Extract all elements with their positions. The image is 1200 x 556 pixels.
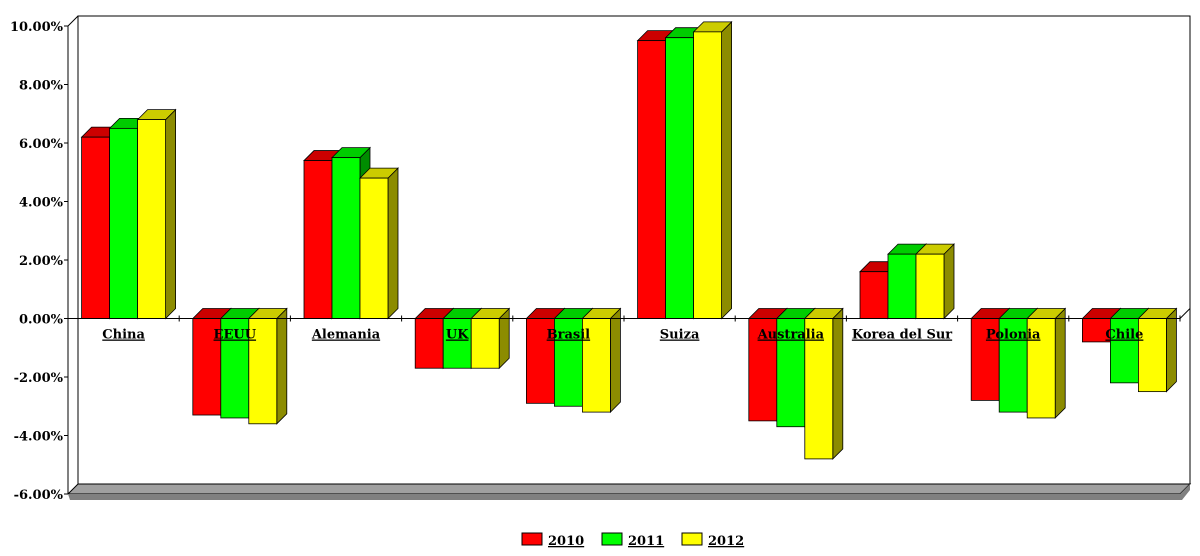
y-tick-label: 0.00% bbox=[19, 313, 64, 328]
plot-floor-shadow bbox=[68, 484, 1190, 500]
bar-uk-2012 bbox=[470, 307, 511, 370]
legend-swatch bbox=[521, 532, 543, 546]
bar-eeuu-2012 bbox=[247, 307, 288, 425]
bar-suiza-2012 bbox=[692, 20, 733, 320]
legend-item-2012[interactable]: 2012 bbox=[681, 532, 744, 549]
y-axis-depth-line bbox=[67, 15, 79, 27]
bar-alemania-2012 bbox=[359, 167, 399, 320]
y-tick-label: -4.00% bbox=[14, 430, 64, 445]
y-tick-label: 6.00% bbox=[19, 137, 64, 152]
y-tick-label: -6.00% bbox=[14, 488, 64, 503]
x-category-label[interactable]: Australia bbox=[757, 328, 825, 343]
plot-background bbox=[66, 15, 1192, 500]
legend-item-2011[interactable]: 2011 bbox=[601, 532, 664, 549]
y-tick-label: 4.00% bbox=[19, 196, 64, 211]
plot-floor bbox=[66, 483, 1192, 495]
x-category-label[interactable]: Brasil bbox=[547, 328, 591, 343]
x-category-label[interactable]: Korea del Sur bbox=[852, 328, 952, 343]
legend-item-2010[interactable]: 2010 bbox=[521, 532, 584, 549]
x-category-label[interactable]: Suiza bbox=[660, 328, 700, 343]
bars-group bbox=[80, 20, 1178, 460]
x-category-label[interactable]: Chile bbox=[1105, 328, 1143, 343]
legend-label[interactable]: 2012 bbox=[708, 534, 744, 549]
y-tick-label: 8.00% bbox=[19, 79, 64, 94]
bar-brasil-2012 bbox=[581, 307, 622, 414]
x-category-label[interactable]: EEUU bbox=[214, 328, 257, 343]
x-axis-depth-line bbox=[1179, 308, 1191, 319]
bar-china-2012 bbox=[136, 108, 177, 320]
y-tick-label: -2.00% bbox=[14, 371, 64, 386]
y-tick-label: 2.00% bbox=[19, 254, 64, 269]
x-category-label[interactable]: Alemania bbox=[311, 328, 381, 343]
x-category-label[interactable]: Polonia bbox=[986, 328, 1041, 343]
legend-label[interactable]: 2010 bbox=[548, 534, 584, 549]
legend-swatch bbox=[681, 532, 703, 546]
x-category-label[interactable]: UK bbox=[446, 328, 469, 343]
bar-australia-2012 bbox=[803, 307, 844, 460]
bar-chile-2012 bbox=[1137, 307, 1178, 393]
legend-swatch bbox=[601, 532, 623, 546]
axis-group: 10.00% 8.00% 6.00% 4.00% 2.00% 0.00% -2.00% -4.… bbox=[10, 20, 1191, 503]
y-tick-label: 10.00% bbox=[10, 20, 64, 35]
bar-korea-del-sur-2012 bbox=[915, 243, 955, 320]
x-category-label[interactable]: China bbox=[102, 328, 145, 343]
legend: 2010 2011 2012 bbox=[521, 532, 744, 549]
legend-label[interactable]: 2011 bbox=[628, 534, 664, 549]
bar-polonia-2012 bbox=[1026, 307, 1067, 419]
